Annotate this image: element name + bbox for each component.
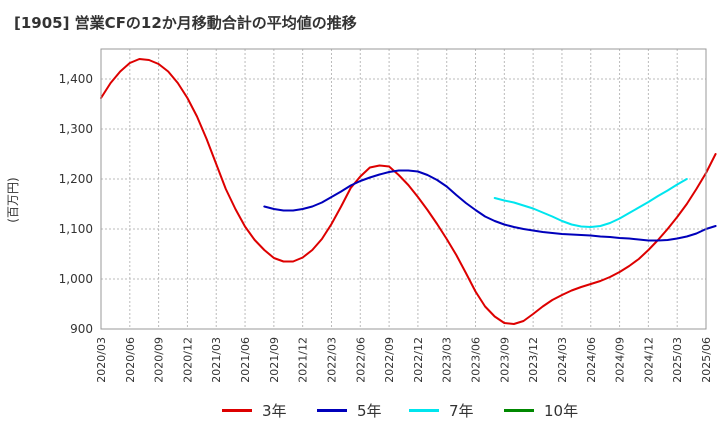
- legend-item-3y: 3年: [222, 400, 287, 421]
- legend-item-5y: 5年: [317, 400, 382, 421]
- legend-label-7y: 7年: [449, 402, 474, 420]
- x-tick-label: 2025/03: [671, 337, 684, 383]
- chart-title: [1905] 営業CFの12か月移動合計の平均値の推移: [14, 14, 357, 32]
- x-tick-label: 2020/03: [95, 337, 108, 383]
- legend-swatch-10y: [504, 409, 534, 412]
- x-tick-label: 2023/06: [470, 337, 483, 383]
- legend: 3年 5年 7年 10年: [0, 400, 720, 428]
- x-tick-label: 2022/03: [325, 337, 338, 383]
- x-tick-label: 2020/09: [153, 337, 166, 383]
- x-tick-label: 2022/12: [412, 337, 425, 383]
- y-axis-label: (百万円): [6, 177, 20, 222]
- x-tick-label: 2023/12: [527, 337, 540, 383]
- x-tick-label: 2023/03: [441, 337, 454, 383]
- x-tick-label: 2022/06: [354, 337, 367, 383]
- x-tick-label: 2021/06: [239, 337, 252, 383]
- x-tick-label: 2021/03: [210, 337, 223, 383]
- x-tick-label: 2024/03: [556, 337, 569, 383]
- y-tick-label: 1,100: [59, 222, 93, 236]
- x-tick-label: 2024/09: [614, 337, 627, 383]
- legend-label-10y: 10年: [544, 402, 579, 420]
- plot-frame: [100, 48, 707, 330]
- x-tick-label: 2022/09: [383, 337, 396, 383]
- series-line-1: [263, 169, 717, 242]
- y-tick-label: 1,400: [59, 72, 93, 86]
- x-tick-label: 2021/12: [297, 337, 310, 383]
- y-axis-ticks: 900 1,000 1,100 1,200 1,300 1,400: [59, 72, 93, 336]
- plot-background: [101, 49, 706, 329]
- y-tick-label: 1,000: [59, 272, 93, 286]
- x-tick-label: 2024/12: [642, 337, 655, 383]
- x-tick-label: 2020/12: [181, 337, 194, 383]
- y-tick-label: 900: [70, 322, 93, 336]
- x-tick-label: 2025/06: [700, 337, 713, 383]
- series-line-0: [100, 58, 717, 325]
- x-tick-label: 2024/06: [585, 337, 598, 383]
- x-tick-label: 2020/06: [124, 337, 137, 383]
- legend-label-3y: 3年: [262, 402, 287, 420]
- x-axis-ticks: 2020/03 2020/06 2020/09 2020/12 2021/03 2021/…: [95, 337, 713, 383]
- legend-item-7y: 7年: [409, 400, 474, 421]
- series-lines: [100, 58, 717, 325]
- series-line-2: [493, 178, 688, 228]
- legend-label-5y: 5年: [357, 402, 382, 420]
- legend-swatch-5y: [317, 409, 347, 412]
- y-tick-label: 1,300: [59, 122, 93, 136]
- x-tick-label: 2021/09: [268, 337, 281, 383]
- x-tick-label: 2023/09: [498, 337, 511, 383]
- y-tick-label: 1,200: [59, 172, 93, 186]
- legend-swatch-7y: [409, 409, 439, 412]
- legend-swatch-3y: [222, 409, 252, 412]
- legend-item-10y: 10年: [504, 400, 578, 421]
